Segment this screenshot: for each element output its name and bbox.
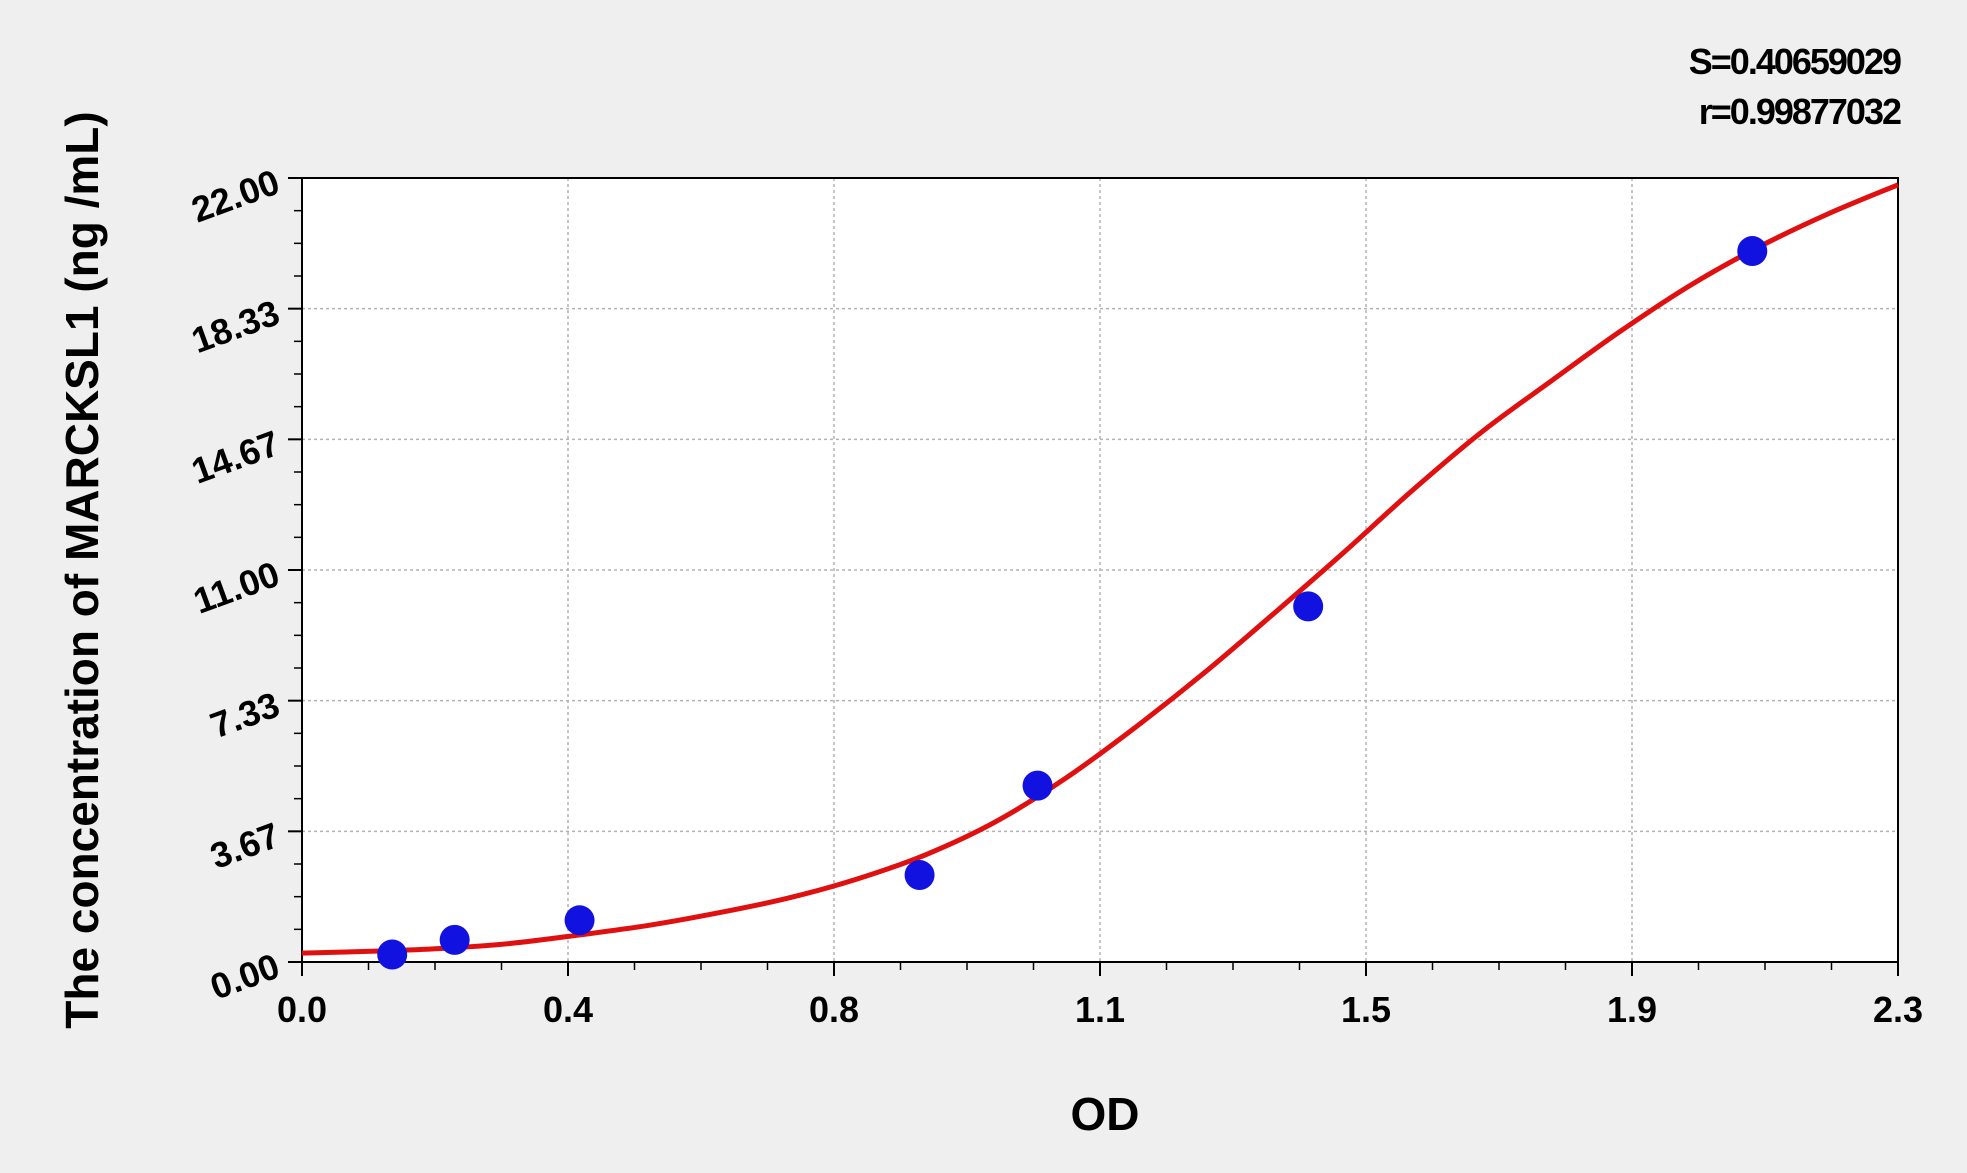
y-tick-label: 14.67 <box>186 422 285 491</box>
data-point <box>377 939 408 970</box>
axis-ticks <box>288 177 1899 976</box>
y-tick-label: 22.00 <box>186 161 285 230</box>
data-point <box>564 905 595 936</box>
y-tick-label: 7.33 <box>205 684 285 746</box>
x-axis-title: OD <box>1071 1088 1140 1140</box>
data-point <box>1737 236 1768 267</box>
statistic-r: r=0.99877032 <box>1699 91 1901 132</box>
x-tick-label: 2.3 <box>1873 989 1923 1030</box>
data-point <box>904 860 935 891</box>
x-tick-label: 0.8 <box>809 989 859 1030</box>
x-tick-label: 1.9 <box>1607 989 1657 1030</box>
y-tick-labels: 0.00 3.67 7.33 11.00 14.67 18.33 22.00 <box>186 161 285 1007</box>
plot-frame <box>301 177 1899 963</box>
statistic-s: S=0.40659029 <box>1689 41 1901 82</box>
y-axis-title: The concentration of MARCKSL1 (ng /mL) <box>56 111 108 1028</box>
data-point <box>439 924 470 955</box>
y-tick-label: 18.33 <box>186 292 285 361</box>
x-tick-label: 0.4 <box>543 989 593 1030</box>
x-tick-labels: 0.0 0.4 0.8 1.1 1.5 1.9 2.3 <box>277 989 1923 1030</box>
y-tick-label: 3.67 <box>205 814 285 876</box>
x-tick-label: 0.0 <box>277 989 327 1030</box>
x-tick-label: 1.5 <box>1341 989 1391 1030</box>
y-tick-label: 11.00 <box>188 553 285 622</box>
data-point <box>1293 591 1324 622</box>
data-points <box>377 236 1768 970</box>
data-point <box>1022 770 1053 801</box>
x-tick-label: 1.1 <box>1075 989 1125 1030</box>
gridlines <box>302 178 1898 962</box>
y-tick-label: 0.00 <box>205 945 285 1007</box>
